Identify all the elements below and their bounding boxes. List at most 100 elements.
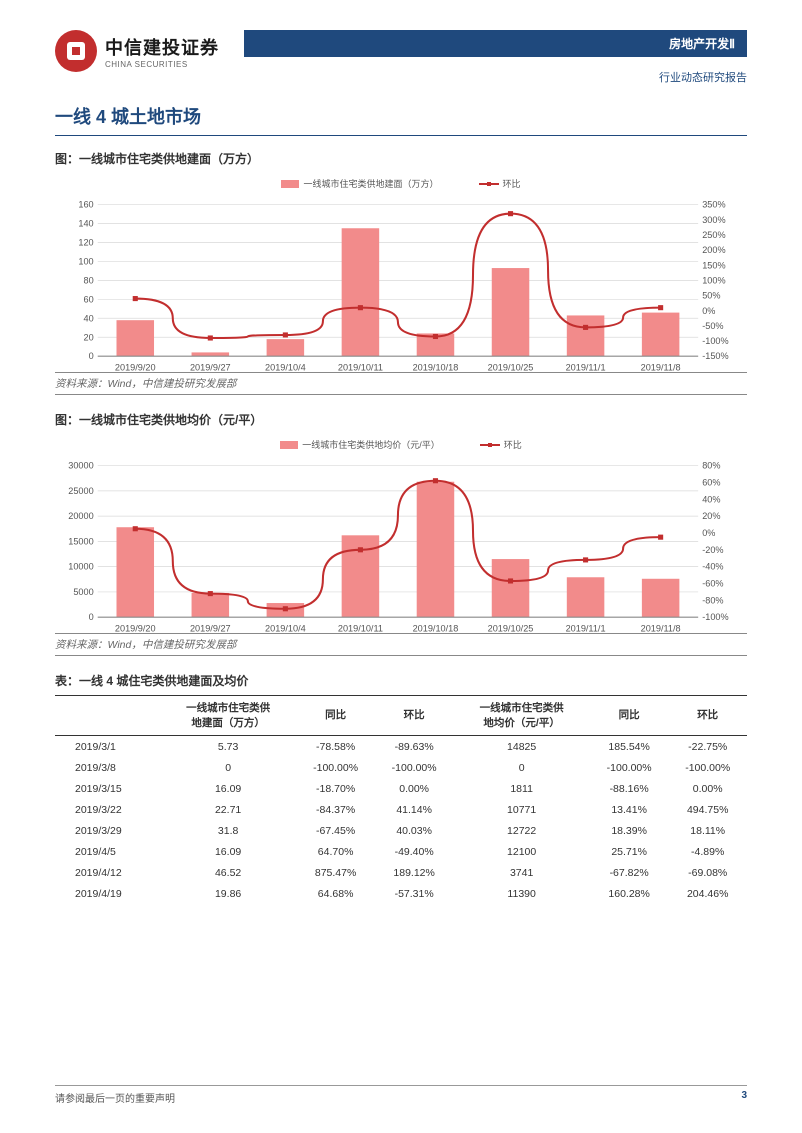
- legend-bar: 一线城市住宅类供地均价（元/平）: [280, 438, 440, 451]
- table-cell: -88.16%: [590, 778, 669, 799]
- svg-text:2019/11/1: 2019/11/1: [566, 623, 606, 633]
- table-cell: 64.68%: [296, 883, 375, 904]
- table-cell: 1811: [453, 778, 589, 799]
- svg-text:2019/10/11: 2019/10/11: [338, 362, 383, 372]
- table-cell: 0: [160, 757, 296, 778]
- table-header-row: 一线城市住宅类供地建面（万方）同比环比一线城市住宅类供地均价（元/平）同比环比: [55, 696, 747, 736]
- page-header: 中信建投证券 CHINA SECURITIES 房地产开发Ⅱ 行业动态研究报告: [0, 0, 802, 85]
- table-cell: 189.12%: [375, 862, 454, 883]
- svg-text:2019/10/25: 2019/10/25: [488, 623, 534, 633]
- table-row: 2019/4/1246.52875.47%189.12%3741-67.82%-…: [55, 862, 747, 883]
- header-right: 房地产开发Ⅱ 行业动态研究报告: [244, 30, 747, 85]
- table-cell: 3741: [453, 862, 589, 883]
- svg-text:30000: 30000: [68, 461, 93, 471]
- table-cell: 22.71: [160, 799, 296, 820]
- data-table: 一线城市住宅类供地建面（万方）同比环比一线城市住宅类供地均价（元/平）同比环比 …: [55, 695, 747, 904]
- svg-text:80%: 80%: [702, 461, 720, 471]
- table-row: 2019/3/80-100.00%-100.00%0-100.00%-100.0…: [55, 757, 747, 778]
- table-cell: 0.00%: [668, 778, 747, 799]
- table-cell: -67.45%: [296, 820, 375, 841]
- table-cell: 2019/3/29: [55, 820, 160, 841]
- table-row: 2019/4/516.0964.70%-49.40%1210025.71%-4.…: [55, 841, 747, 862]
- chart1-title: 图：一线城市住宅类供地建面（万方）: [55, 150, 747, 167]
- table-row: 2019/3/1516.09-18.70%0.00%1811-88.16%0.0…: [55, 778, 747, 799]
- svg-text:200%: 200%: [702, 245, 725, 255]
- table-cell: 13.41%: [590, 799, 669, 820]
- svg-text:300%: 300%: [702, 215, 725, 225]
- table-cell: 2019/3/1: [55, 736, 160, 758]
- chart2-legend: 一线城市住宅类供地均价（元/平） 环比: [55, 434, 747, 451]
- svg-text:60%: 60%: [702, 477, 720, 487]
- svg-text:0%: 0%: [702, 306, 715, 316]
- svg-text:-80%: -80%: [702, 595, 723, 605]
- table-cell: 14825: [453, 736, 589, 758]
- table-cell: 875.47%: [296, 862, 375, 883]
- svg-text:100%: 100%: [702, 275, 725, 285]
- svg-text:2019/10/11: 2019/10/11: [338, 623, 383, 633]
- svg-text:2019/10/4: 2019/10/4: [265, 362, 306, 372]
- svg-text:2019/10/18: 2019/10/18: [413, 623, 459, 633]
- chart1-legend: 一线城市住宅类供地建面（万方） 环比: [55, 173, 747, 190]
- svg-text:0%: 0%: [702, 528, 715, 538]
- svg-text:25000: 25000: [68, 486, 93, 496]
- svg-text:10000: 10000: [68, 562, 93, 572]
- table-cell: -78.58%: [296, 736, 375, 758]
- table-header-cell: 环比: [375, 696, 454, 736]
- svg-text:2019/11/8: 2019/11/8: [641, 362, 681, 372]
- svg-text:2019/10/25: 2019/10/25: [488, 362, 534, 372]
- report-type: 行业动态研究报告: [244, 69, 747, 85]
- table-cell: 2019/3/15: [55, 778, 160, 799]
- table-cell: 0.00%: [375, 778, 454, 799]
- disclaimer: 请参阅最后一页的重要声明: [55, 1090, 175, 1105]
- svg-text:20000: 20000: [68, 511, 93, 521]
- svg-text:100: 100: [78, 256, 93, 266]
- svg-text:-100%: -100%: [702, 612, 728, 622]
- table-cell: 19.86: [160, 883, 296, 904]
- table-row: 2019/3/2931.8-67.45%40.03%1272218.39%18.…: [55, 820, 747, 841]
- table-cell: 31.8: [160, 820, 296, 841]
- table-cell: -69.08%: [668, 862, 747, 883]
- table-cell: 2019/4/5: [55, 841, 160, 862]
- table-title: 表：一线 4 城住宅类供地建面及均价: [55, 672, 747, 689]
- table-cell: 5.73: [160, 736, 296, 758]
- table-cell: -100.00%: [375, 757, 454, 778]
- logo-en: CHINA SECURITIES: [105, 60, 219, 69]
- svg-text:2019/9/20: 2019/9/20: [115, 623, 156, 633]
- table-header-cell: 环比: [668, 696, 747, 736]
- svg-text:-50%: -50%: [702, 321, 723, 331]
- table-cell: -67.82%: [590, 862, 669, 883]
- svg-text:160: 160: [78, 200, 93, 210]
- page-number: 3: [741, 1090, 747, 1105]
- legend-bar: 一线城市住宅类供地建面（万方）: [281, 177, 438, 190]
- section-title: 一线 4 城土地市场: [55, 103, 747, 136]
- table-cell: 40.03%: [375, 820, 454, 841]
- logo: 中信建投证券 CHINA SECURITIES: [55, 30, 219, 72]
- chart2-title: 图：一线城市住宅类供地均价（元/平）: [55, 411, 747, 428]
- table-cell: 46.52: [160, 862, 296, 883]
- table-cell: -89.63%: [375, 736, 454, 758]
- svg-text:0: 0: [89, 612, 94, 622]
- logo-icon: [55, 30, 97, 72]
- table-cell: 64.70%: [296, 841, 375, 862]
- table-cell: 0: [453, 757, 589, 778]
- table-cell: 2019/3/22: [55, 799, 160, 820]
- svg-text:5000: 5000: [73, 587, 93, 597]
- table-cell: 18.11%: [668, 820, 747, 841]
- svg-text:50%: 50%: [702, 291, 720, 301]
- table-cell: 10771: [453, 799, 589, 820]
- table-header-cell: [55, 696, 160, 736]
- svg-text:-40%: -40%: [702, 562, 723, 572]
- table-cell: -49.40%: [375, 841, 454, 862]
- chart2: 一线城市住宅类供地均价（元/平） 环比 05000100001500020000…: [55, 434, 747, 629]
- logo-text: 中信建投证券 CHINA SECURITIES: [105, 34, 219, 69]
- table-cell: -100.00%: [296, 757, 375, 778]
- svg-text:-100%: -100%: [702, 336, 728, 346]
- table-cell: 12100: [453, 841, 589, 862]
- table-row: 2019/3/2222.71-84.37%41.14%1077113.41%49…: [55, 799, 747, 820]
- svg-text:-20%: -20%: [702, 545, 723, 555]
- table-cell: 160.28%: [590, 883, 669, 904]
- svg-text:60: 60: [83, 294, 93, 304]
- table-cell: 2019/4/12: [55, 862, 160, 883]
- table-cell: 2019/4/19: [55, 883, 160, 904]
- svg-text:2019/9/27: 2019/9/27: [190, 623, 231, 633]
